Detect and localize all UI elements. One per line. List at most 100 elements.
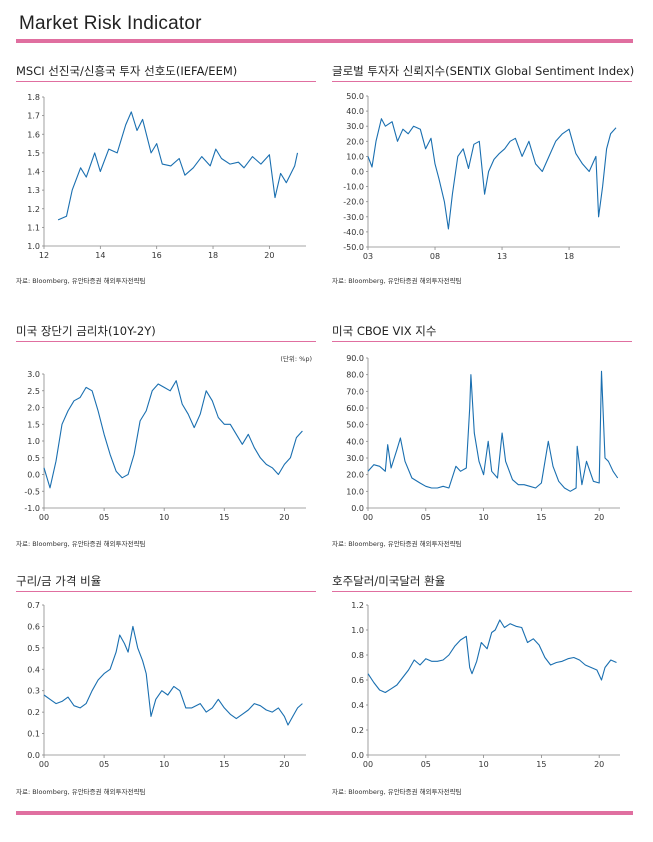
y-tick-label: 0.5 [27, 454, 40, 463]
chart-canvas: 1.2 1.0 0.8 0.6 0.4 0.2 0.000 05 10 15 20 [351, 601, 620, 769]
x-tick-label: 18 [564, 252, 574, 261]
chart-canvas: 0.7 0.6 0.5 0.4 0.3 0.2 0.1 0.000 05 10 15 20 [27, 601, 306, 769]
x-tick-label: 05 [99, 760, 109, 769]
chart-title: 글로벌 투자자 신뢰지수(SENTIX Global Sentiment Ind… [332, 64, 635, 78]
y-tick-label: 1.5 [27, 149, 40, 158]
y-tick-label: 1.5 [27, 420, 40, 429]
chart-title-divider [16, 81, 316, 82]
y-tick-label: 0.3 [27, 687, 40, 696]
x-tick-label: 16 [152, 251, 162, 260]
chart-title-divider [332, 341, 632, 342]
x-tick-label: 00 [39, 760, 49, 769]
x-tick-label: 00 [363, 760, 373, 769]
y-tick-label: 0.0 [351, 168, 364, 177]
x-tick-label: 12 [39, 251, 49, 260]
chart-title: MSCI 선진국/신흥국 투자 선호도(IEFA/EEM) [16, 64, 238, 78]
y-tick-label: 0.6 [27, 622, 40, 631]
x-tick-label: 15 [219, 513, 229, 522]
y-tick-label: 80.0 [346, 371, 364, 380]
series-line [57, 111, 299, 221]
y-tick-label: 0.5 [27, 644, 40, 653]
y-tick-label: 2.5 [27, 387, 40, 396]
chart-canvas: 50.0 40.0 30.0 20.0 10.0 0.0 -10.0 -20.0 -30.0 -4… [343, 92, 620, 261]
y-tick-label: 1.3 [27, 186, 40, 195]
y-tick-label: 60.0 [346, 404, 364, 413]
x-tick-label: 20 [279, 760, 289, 769]
series-line [367, 619, 617, 694]
chart-canvas: 90.080.070.060.050.040.030.020.010.00.00… [346, 354, 620, 522]
series-line [43, 625, 303, 726]
x-tick-label: 15 [536, 760, 546, 769]
x-tick-label: 15 [219, 760, 229, 769]
y-tick-label: -1.0 [24, 504, 40, 513]
chart-source-note: 자료: Bloomberg, 유안타증권 해외투자전략팀 [332, 277, 462, 285]
y-tick-label: 10.0 [346, 487, 364, 496]
y-tick-label: 1.8 [27, 93, 40, 102]
chart-title: 미국 CBOE VIX 지수 [332, 324, 437, 338]
x-tick-label: 05 [421, 760, 431, 769]
y-tick-label: 1.0 [27, 437, 40, 446]
series-line [367, 118, 617, 230]
y-tick-label: 20.0 [346, 137, 364, 146]
x-tick-label: 20 [264, 251, 274, 260]
y-tick-label: 0.2 [351, 726, 364, 735]
x-tick-label: 18 [208, 251, 218, 260]
x-tick-label: 20 [279, 513, 289, 522]
y-tick-label: 70.0 [346, 387, 364, 396]
y-tick-label: 90.0 [346, 354, 364, 363]
x-tick-label: 10 [159, 513, 169, 522]
y-tick-label: 50.0 [346, 92, 364, 101]
page-title: Market Risk Indicator [19, 13, 202, 34]
x-tick-label: 10 [479, 513, 489, 522]
y-tick-label: 2.0 [27, 404, 40, 413]
x-tick-label: 20 [594, 760, 604, 769]
y-tick-label: 50.0 [346, 421, 364, 430]
x-tick-label: 08 [430, 252, 440, 261]
chart-source-note: 자료: Bloomberg, 유안타증권 해외투자전략팀 [16, 540, 146, 548]
y-tick-label: 1.0 [351, 626, 364, 635]
x-tick-label: 03 [363, 252, 373, 261]
x-tick-label: 14 [95, 251, 105, 260]
chart-title-divider [332, 81, 632, 82]
x-tick-label: 15 [536, 513, 546, 522]
y-tick-label: 0.0 [351, 751, 364, 760]
y-tick-label: 3.0 [27, 370, 40, 379]
y-tick-label: 40.0 [346, 107, 364, 116]
chart-source-note: 자료: Bloomberg, 유안타증권 해외투자전략팀 [332, 788, 462, 796]
y-tick-label: -10.0 [343, 183, 364, 192]
chart-title-divider [16, 591, 316, 592]
y-tick-label: 0.2 [27, 708, 40, 717]
chart-title: 미국 장단기 금리차(10Y-2Y) [16, 324, 156, 338]
y-tick-label: 0.1 [27, 730, 40, 739]
y-tick-label: 0.4 [351, 701, 364, 710]
y-tick-label: 0.7 [27, 601, 40, 610]
y-tick-label: 1.4 [27, 168, 40, 177]
chart-title: 구리/금 가격 비율 [16, 574, 102, 588]
x-tick-label: 00 [39, 513, 49, 522]
series-line [43, 380, 303, 489]
chart-title-divider [16, 341, 316, 342]
y-tick-label: 1.2 [351, 601, 364, 610]
x-tick-label: 20 [594, 513, 604, 522]
y-tick-label: -50.0 [343, 243, 364, 252]
chart-title-divider [332, 591, 632, 592]
chart-source-note: 자료: Bloomberg, 유안타증권 해외투자전략팀 [332, 540, 462, 548]
x-tick-label: 05 [99, 513, 109, 522]
y-tick-label: -40.0 [343, 228, 364, 237]
bottom-divider [16, 811, 633, 815]
y-tick-label: 30.0 [346, 122, 364, 131]
y-tick-label: 0.8 [351, 651, 364, 660]
y-tick-label: 1.7 [27, 112, 40, 121]
y-tick-label: 30.0 [346, 454, 364, 463]
y-tick-label: 40.0 [346, 437, 364, 446]
x-tick-label: 10 [159, 760, 169, 769]
x-tick-label: 10 [479, 760, 489, 769]
top-divider [16, 39, 633, 43]
y-tick-label: 0.0 [351, 504, 364, 513]
y-tick-label: 1.2 [27, 205, 40, 214]
chart-source-note: 자료: Bloomberg, 유안타증권 해외투자전략팀 [16, 788, 146, 796]
x-tick-label: 13 [497, 252, 507, 261]
y-tick-label: -0.5 [24, 487, 40, 496]
y-tick-label: 1.1 [27, 223, 40, 232]
y-tick-label: 0.6 [351, 676, 364, 685]
